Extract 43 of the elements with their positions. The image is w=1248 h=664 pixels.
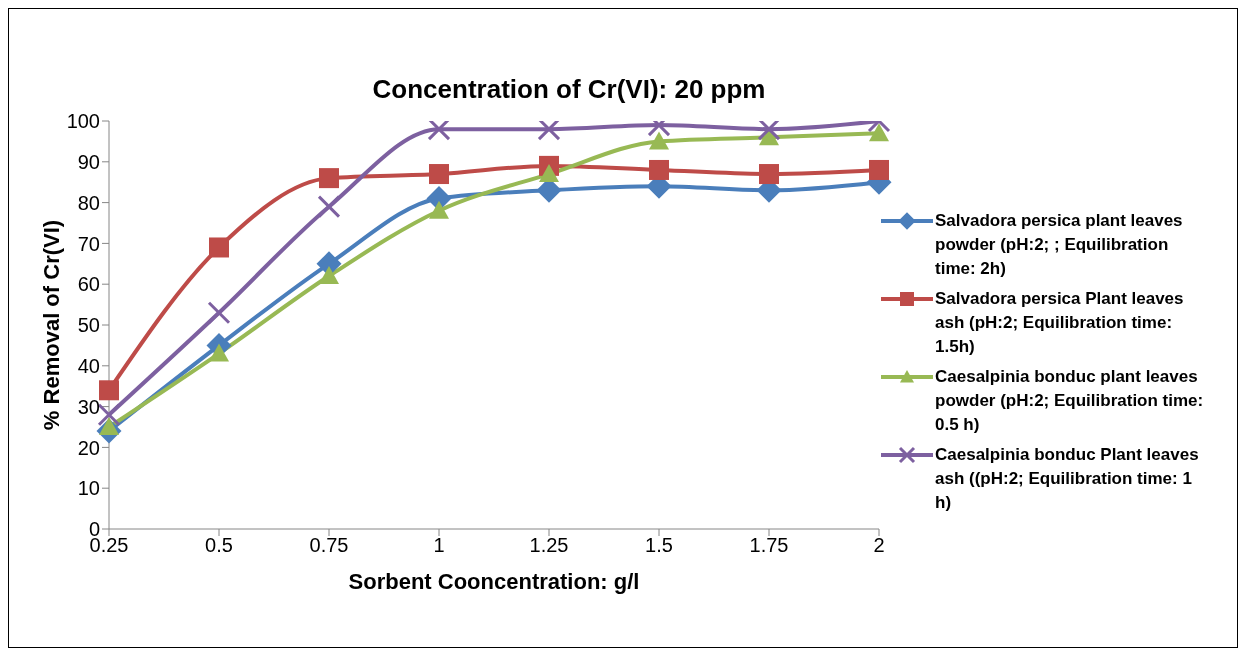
y-tick-label: 80: [77, 191, 100, 214]
y-tick-label: 70: [77, 232, 100, 255]
x-tick-label: 1.25: [529, 534, 569, 557]
point: [537, 121, 561, 141]
y-axis-title: % Removal of Cr(VI): [38, 219, 64, 431]
y-tick-label: 40: [77, 354, 100, 377]
point: [429, 200, 449, 219]
legend-label: Salvadora persica plant leaves powder (pH:2; ; Equilibration time: 2h): [935, 210, 1184, 280]
x-tick-label: 0.5: [205, 534, 233, 557]
y-tick-label: 60: [77, 273, 100, 296]
x-tick-label: 1.5: [645, 534, 673, 557]
x-tick-label: 2: [873, 534, 885, 557]
legend-label: Caesalpinia bonduc Plant leaves ash ((pH:2; Equilibration time: 1 h): [935, 444, 1200, 514]
point: [759, 164, 779, 185]
point: [209, 343, 229, 362]
y-tick-label: 10: [77, 477, 100, 500]
x-tick-label: 1: [433, 534, 445, 557]
point: [319, 266, 339, 285]
point: [427, 121, 451, 141]
y-tick-label: 50: [77, 314, 100, 337]
y-tick-label: 100: [66, 110, 100, 133]
point: [649, 159, 669, 180]
x-tick-label: 1.75: [749, 534, 789, 557]
point: [319, 168, 339, 189]
point: [99, 380, 119, 401]
y-tick-label: 20: [77, 436, 100, 459]
point: [649, 131, 669, 150]
x-axis-title: Sorbent Cooncentration: g/l: [348, 569, 640, 594]
point: [869, 159, 889, 180]
legend-label: Salvadora persica Plant leaves ash (pH:2; Equilibration time: 1.5h): [935, 288, 1185, 358]
chart-title: Concentration of Cr(VI): 20 ppm: [371, 74, 767, 105]
point: [869, 123, 889, 142]
x-tick-label: 0.75: [309, 534, 349, 557]
legend-label: Caesalpinia bonduc plant leaves powder (pH:2; Equilibration time: 0.5 h): [935, 366, 1205, 436]
point: [757, 121, 781, 141]
point: [317, 195, 341, 219]
point: [429, 164, 449, 185]
point: [207, 301, 231, 325]
y-tick-label: 90: [77, 150, 100, 173]
point: [97, 403, 121, 427]
y-tick-label: 30: [77, 395, 100, 418]
point: [539, 164, 559, 183]
point: [209, 237, 229, 258]
